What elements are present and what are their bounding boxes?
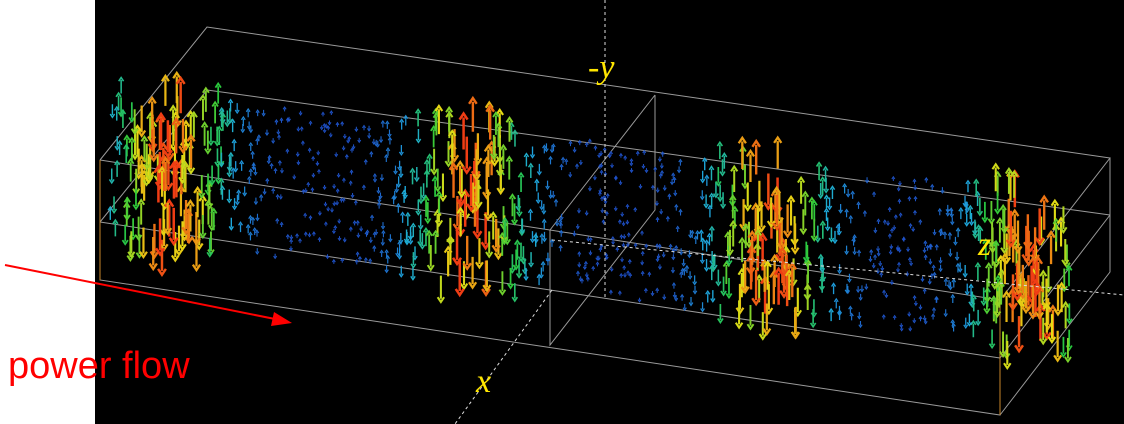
x-axis-label: x xyxy=(475,363,491,400)
annotation: power flow xyxy=(8,345,190,387)
z-axis-label: z xyxy=(977,226,991,263)
y-axis-label: -y xyxy=(588,49,615,86)
visualization: -y x z power flow xyxy=(0,0,1124,424)
page: {"axes": {"y_label": "-y", "x_label": "x… xyxy=(0,0,1124,424)
